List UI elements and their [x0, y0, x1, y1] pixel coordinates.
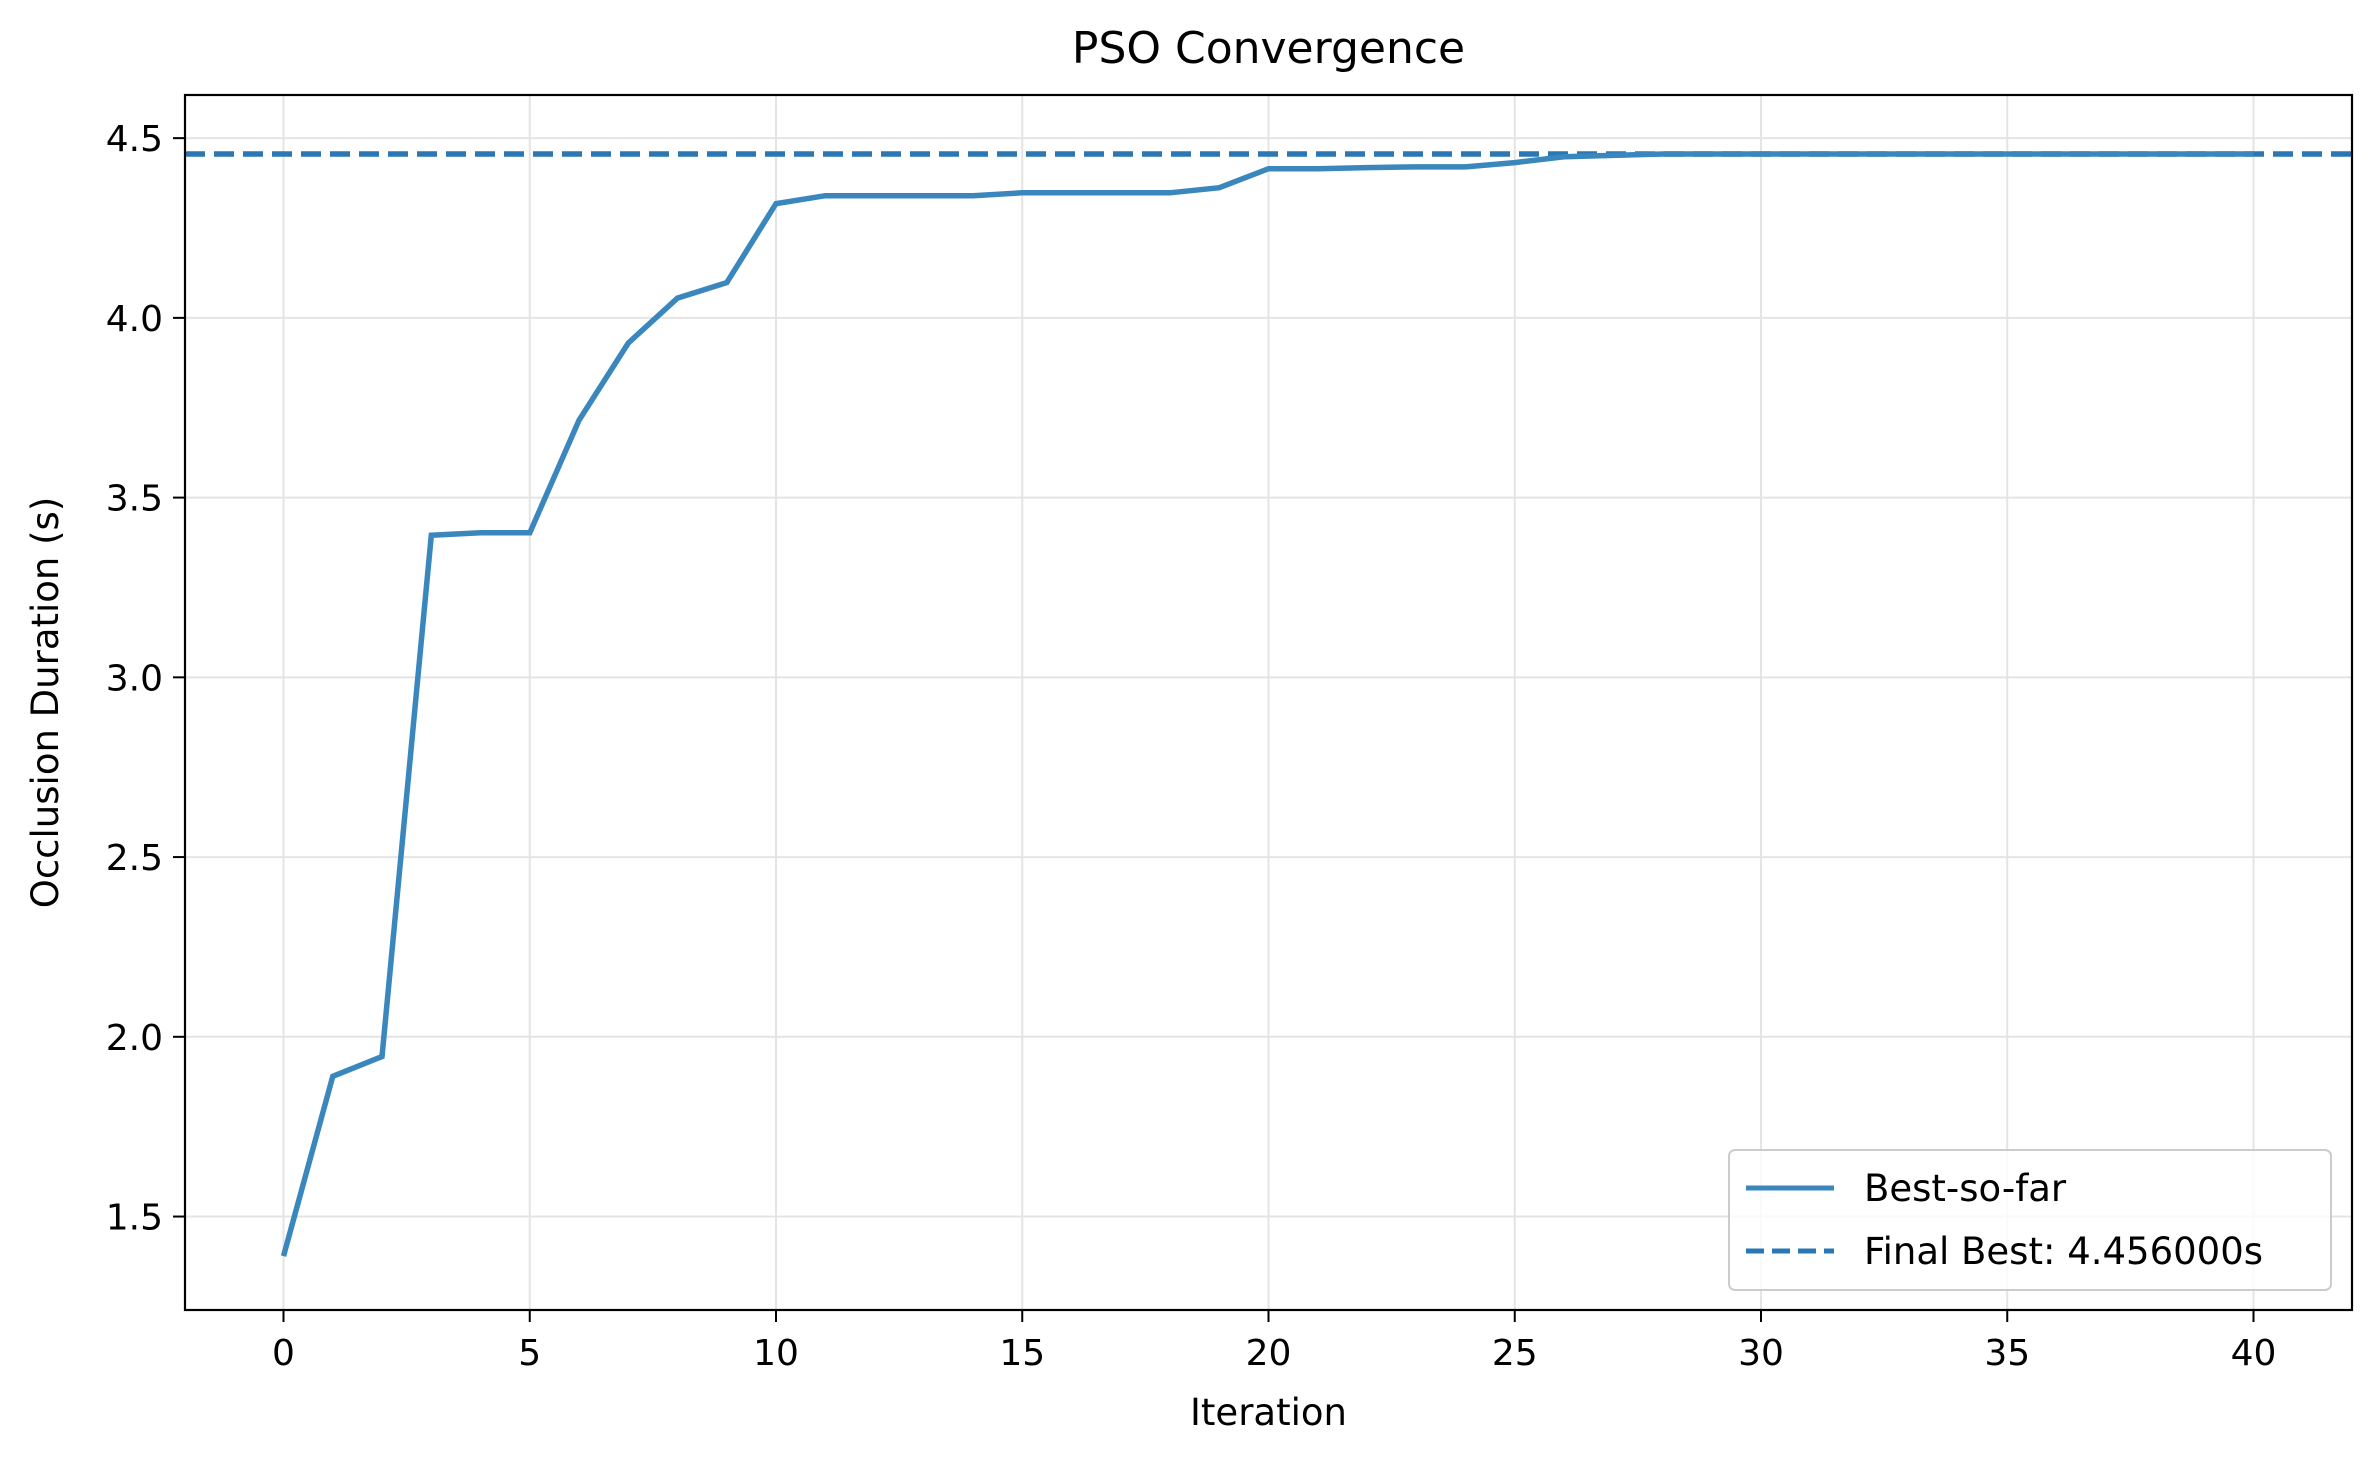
y-tick-label: 3.0 — [106, 658, 163, 699]
y-tick-label: 3.5 — [106, 479, 163, 520]
chart-title: PSO Convergence — [1072, 23, 1465, 74]
y-tick-label: 4.0 — [106, 299, 163, 340]
legend-label-best-so-far: Best-so-far — [1864, 1167, 2067, 1210]
y-tick-label: 1.5 — [106, 1198, 163, 1239]
legend-label-final-best: Final Best: 4.456000s — [1864, 1230, 2263, 1273]
y-tick-label: 4.5 — [106, 119, 163, 160]
x-tick-label: 15 — [999, 1333, 1045, 1374]
x-tick-label: 0 — [272, 1333, 295, 1374]
best-so-far-line — [280, 151, 2254, 1257]
x-tick-label: 25 — [1492, 1333, 1538, 1374]
x-tick-label: 40 — [2231, 1333, 2277, 1374]
plot-area — [185, 151, 2352, 1257]
x-tick-label: 10 — [753, 1333, 799, 1374]
x-tick-label: 30 — [1738, 1333, 1784, 1374]
y-axis-label: Occlusion Duration (s) — [24, 497, 67, 909]
legend-box — [1728, 1149, 2332, 1291]
x-tick-label: 5 — [518, 1333, 541, 1374]
ticks: 0 5 10 15 20 25 30 35 40 1.5 2.0 2.5 3.0 3.5 4.0 4.5 — [106, 119, 2277, 1374]
y-tick-label: 2.0 — [106, 1018, 163, 1059]
x-tick-label: 20 — [1246, 1333, 1292, 1374]
y-tick-label: 2.5 — [106, 838, 163, 879]
x-axis-label: Iteration — [1190, 1391, 1347, 1434]
legend: Best-so-far Final Best: 4.456000s — [1728, 1149, 2332, 1291]
x-tick-label: 35 — [1984, 1333, 2030, 1374]
